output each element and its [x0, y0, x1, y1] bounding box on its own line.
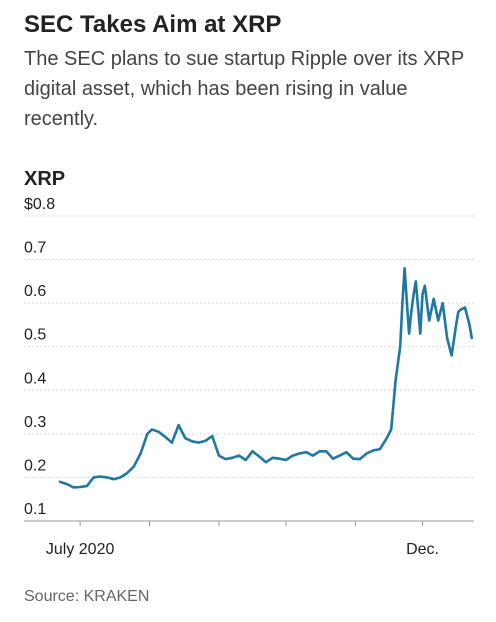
y-tick-label: 0.3	[24, 414, 46, 431]
y-tick-label: $0.8	[24, 196, 55, 213]
y-tick-label: 0.2	[24, 457, 46, 474]
y-tick-label: 0.4	[24, 370, 46, 387]
y-tick-label: 0.7	[24, 240, 46, 257]
y-axis-tick-labels: $0.8 0.7 0.6 0.5 0.4 0.3 0.2 0.1	[24, 196, 55, 518]
chart-dek: The SEC plans to sue startup Ripple over…	[24, 48, 464, 130]
grid-lines	[24, 215, 474, 478]
x-axis	[24, 520, 474, 526]
x-tick-label: Dec.	[406, 541, 439, 558]
chart-title: XRP	[24, 168, 65, 190]
x-tick-label: July 2020	[46, 541, 115, 558]
y-tick-label: 0.1	[24, 501, 46, 518]
y-tick-label: 0.5	[24, 327, 46, 344]
x-axis-tick-labels: July 2020 Dec.	[46, 541, 439, 558]
source-note: Source: KRAKEN	[24, 588, 150, 605]
series-line-xrp	[58, 266, 474, 489]
y-tick-label: 0.6	[24, 283, 46, 300]
chart-headline: SEC Takes Aim at XRP	[24, 11, 282, 38]
series-layer	[58, 266, 474, 489]
